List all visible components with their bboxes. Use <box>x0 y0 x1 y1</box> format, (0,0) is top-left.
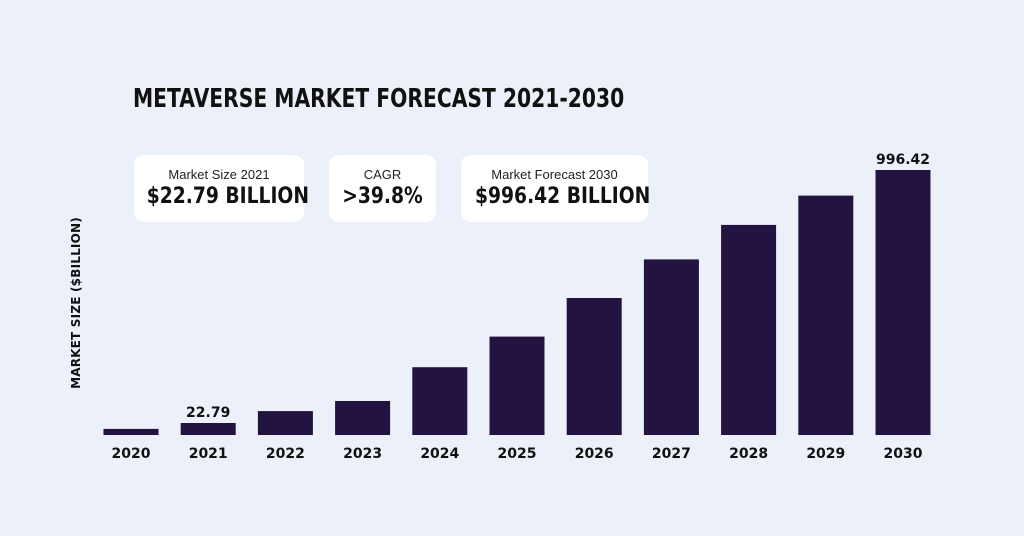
market-size-label: Market Size 2021 <box>168 167 270 182</box>
market-forecast-card: Market Forecast 2030 $996.42 BILLION <box>461 155 651 222</box>
bar-2024 <box>412 367 468 435</box>
market-forecast-label: Market Forecast 2030 <box>491 167 618 182</box>
bar-2030 <box>875 170 931 435</box>
cagr-label: CAGR <box>363 167 402 182</box>
market-size-value: $22.79 BILLION <box>146 184 309 209</box>
x-tick-2024: 2024 <box>420 446 459 462</box>
bar-2028 <box>721 224 777 435</box>
x-tick-2022: 2022 <box>266 446 305 462</box>
bar-2022 <box>257 411 313 435</box>
x-tick-2029: 2029 <box>806 446 845 462</box>
chart-title: METAVERSE MARKET FORECAST 2021-2030 <box>133 84 625 114</box>
data-label-2030: 996.42 <box>876 152 930 168</box>
x-tick-2027: 2027 <box>652 446 691 462</box>
bar-2025 <box>489 336 545 435</box>
bar-2029 <box>798 195 854 435</box>
bar-2026 <box>566 298 622 435</box>
market-size-card: Market Size 2021 $22.79 BILLION <box>134 155 309 222</box>
x-tick-2026: 2026 <box>575 446 614 462</box>
market-forecast-value: $996.42 BILLION <box>475 184 651 209</box>
bar-2020 <box>103 428 159 435</box>
bar-2023 <box>335 401 391 435</box>
x-tick-2021: 2021 <box>189 446 228 462</box>
cagr-card: CAGR >39.8% <box>329 155 436 222</box>
data-label-2021: 22.79 <box>186 405 230 421</box>
x-tick-2030: 2030 <box>884 446 923 462</box>
x-tick-2020: 2020 <box>112 446 151 462</box>
x-tick-2023: 2023 <box>343 446 382 462</box>
x-tick-2025: 2025 <box>498 446 537 462</box>
cagr-value: >39.8% <box>342 184 423 209</box>
x-tick-2028: 2028 <box>729 446 768 462</box>
bar-2027 <box>643 259 699 435</box>
bar-2021 <box>180 423 236 435</box>
